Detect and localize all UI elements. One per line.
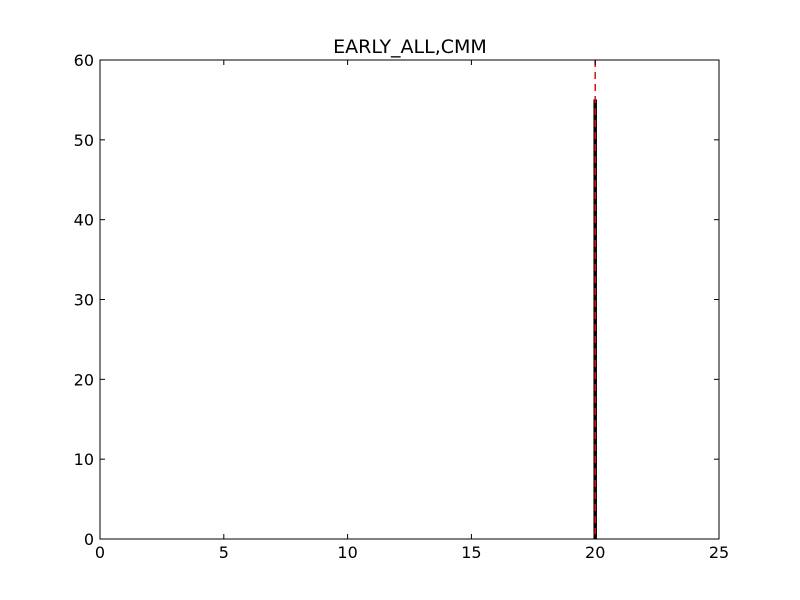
y-tick-label: 60 [74,51,94,70]
plot-area [584,60,607,540]
chart-title: EARLY_ALL,CMM [333,36,487,58]
x-tick-label: 5 [219,543,229,562]
axis-ticks: 0 5 10 15 20 25 0 10 20 30 40 50 60 [74,51,730,562]
y-tick-label: 40 [74,211,94,230]
x-tick-label: 25 [709,543,729,562]
y-tick-label: 50 [74,131,94,150]
y-tick-label: 20 [74,370,94,389]
y-tick-label: 10 [74,450,94,469]
y-tick-label: 0 [84,530,94,549]
y-tick-label: 30 [74,291,94,310]
x-tick-label: 20 [585,543,605,562]
x-tick-label: 0 [95,543,105,562]
x-tick-label: 10 [337,543,357,562]
axes-frame [99,59,720,540]
x-tick-label: 15 [461,543,481,562]
